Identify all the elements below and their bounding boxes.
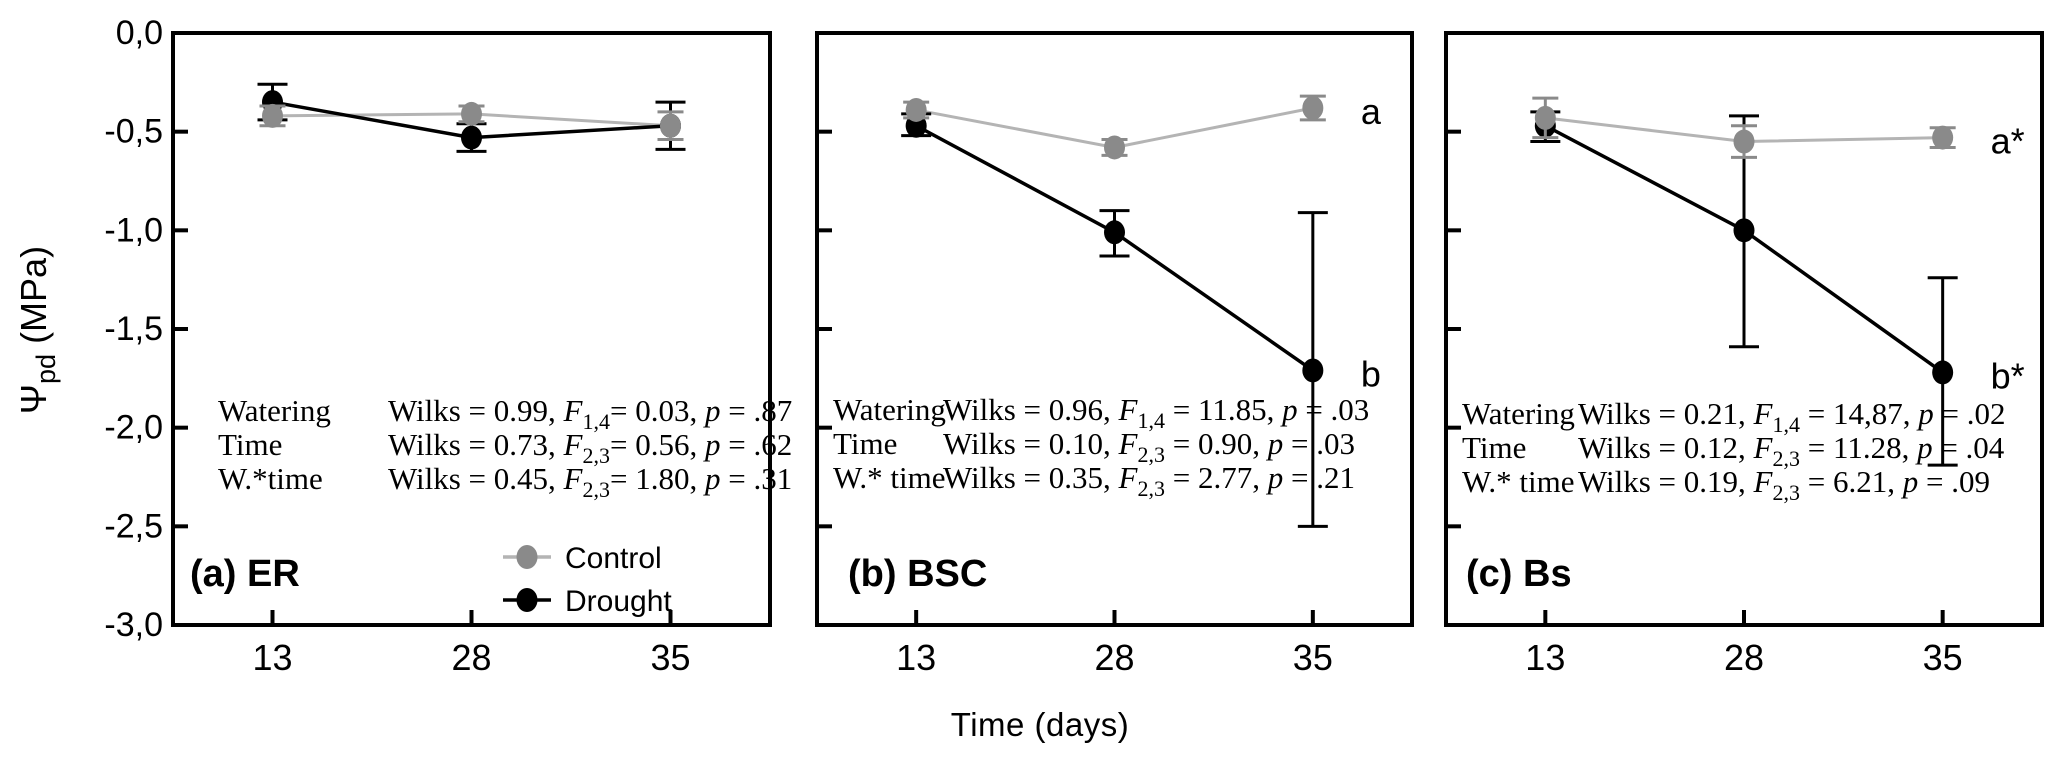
- x-tick-label: 13: [252, 637, 292, 678]
- y-tick-label: -1,5: [104, 310, 163, 348]
- annotation-a*: a*: [1991, 121, 2025, 162]
- control-marker: [461, 101, 482, 126]
- stats-line: W.* time Wilks = 0.19, F2,3 = 6.21, p = .…: [1462, 464, 1990, 505]
- y-tick-label: -3,0: [104, 606, 163, 644]
- stats-line: W.*time Wilks = 0.45, F2,3= 1.80, p = .31: [218, 461, 792, 502]
- panel-box: [1444, 31, 2044, 627]
- control-marker: [1932, 125, 1954, 150]
- stats-line: Time Wilks = 0.10, F2,3 = 0.90, p = .03: [833, 426, 1355, 467]
- panel-c: 13 28 35 Watering Wilks = 0.21, F1,4 = 14,87…: [1444, 31, 2044, 678]
- legend-drought-label: Drought: [565, 585, 672, 618]
- control-marker: [1733, 129, 1755, 154]
- panel-title: (b) BSC: [848, 553, 987, 595]
- drought-marker: [1733, 218, 1755, 243]
- legend-control-marker: [516, 545, 538, 569]
- x-tick-label: 13: [896, 637, 936, 678]
- y-tick-label: -0,5: [104, 113, 163, 151]
- control-marker: [1534, 105, 1556, 130]
- x-tick-label: 35: [1293, 637, 1333, 678]
- panel-box: [171, 31, 772, 627]
- control-marker: [1104, 135, 1125, 160]
- stats-line: W.* timeWilks = 0.35, F2,3 = 2.77, p = .…: [833, 460, 1355, 501]
- panel-a: 0,0 -0,5 -1,0 -1,5 -2,0 -2,5 -3,0 13 28 35 Waterin…: [104, 14, 792, 678]
- panel-title: (a) ER: [190, 553, 300, 595]
- x-tick-label: 35: [650, 637, 690, 678]
- y-tick-label: -1,0: [104, 211, 163, 249]
- x-tick-label: 13: [1525, 637, 1565, 678]
- drought-marker: [1932, 360, 1954, 385]
- stats-line: Time Wilks = 0.73, F2,3= 0.56, p = .62: [218, 427, 792, 468]
- x-tick-label: 28: [451, 637, 491, 678]
- annotation-b: b: [1361, 353, 1381, 394]
- panel-b: 13 28 35 WateringWilks = 0.96, F1,4 = 11.85…: [815, 31, 1414, 678]
- annotation-a: a: [1361, 91, 1382, 132]
- legend-control-label: Control: [565, 542, 662, 575]
- y-tick-label: -2,5: [104, 507, 163, 545]
- x-tick-label: 35: [1923, 637, 1963, 678]
- x-tick-label: 28: [1724, 637, 1764, 678]
- x-tick-label: 28: [1094, 637, 1134, 678]
- x-axis-label: Time (days): [950, 706, 1130, 743]
- drought-marker: [1302, 358, 1324, 383]
- legend: Control Drought: [503, 542, 672, 618]
- stats-line: Watering Wilks = 0.99, F1,4= 0.03, p = .8…: [218, 393, 792, 434]
- y-tick-label: -2,0: [104, 409, 163, 447]
- stats-line: WateringWilks = 0.96, F1,4 = 11.85, p = …: [833, 392, 1369, 433]
- control-marker: [1302, 95, 1324, 120]
- stats-line: Watering Wilks = 0.21, F1,4 = 14,87, p = …: [1462, 396, 2005, 437]
- y-tick-label: 0,0: [116, 14, 163, 52]
- y-axis-label: Ψpd (MPa): [13, 246, 61, 414]
- panel-box: [815, 31, 1414, 627]
- panel-title: (c) Bs: [1466, 553, 1572, 595]
- drought-marker: [1104, 220, 1125, 245]
- control-marker: [262, 103, 283, 128]
- control-marker: [660, 113, 681, 138]
- legend-drought-marker: [516, 588, 538, 612]
- stats-line: Time Wilks = 0.12, F2,3 = 11.28, p = .04: [1462, 430, 2005, 471]
- drought-marker: [461, 125, 482, 150]
- annotation-b*: b*: [1991, 355, 2025, 396]
- control-marker: [905, 97, 927, 122]
